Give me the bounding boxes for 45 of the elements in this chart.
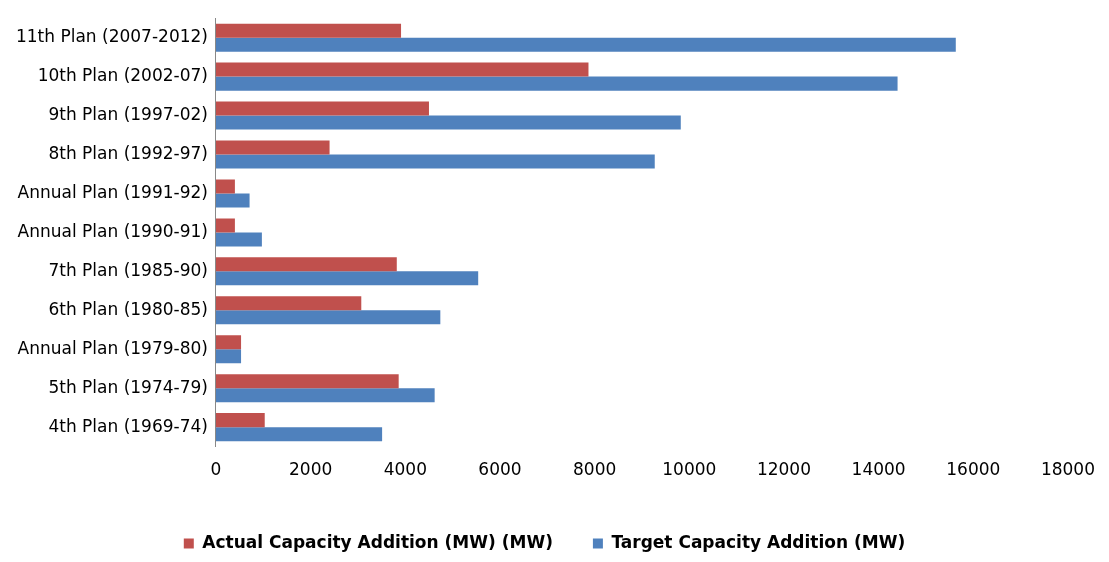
y-tick-label: 4th Plan (1969-74) [48,415,208,436]
x-tick-label: 8000 [573,459,617,480]
y-tick-label: 6th Plan (1980-85) [48,298,208,319]
bar [215,310,441,325]
y-tick-label: Annual Plan (1991-92) [17,181,208,202]
x-tick-label: 4000 [383,459,427,480]
y-tick-label: 5th Plan (1974-79) [48,376,208,397]
y-tick-label: 11th Plan (2007-2012) [15,26,208,47]
bar [215,179,235,194]
y-tick-label: 10th Plan (2002-07) [37,65,208,86]
bar [215,413,265,428]
y-tick-label: 9th Plan (1997-02) [48,103,208,124]
x-tick-label: 6000 [478,459,522,480]
legend-label: Target Capacity Addition (MW) [611,531,906,552]
bar [215,271,479,286]
bar [215,335,242,350]
x-tick-label: 16000 [946,459,1001,480]
bar [215,101,429,116]
bar [215,193,250,208]
x-tick-label: 2000 [289,459,333,480]
bar [215,349,242,364]
bar [215,374,399,389]
bar [215,257,397,272]
bar [215,218,235,233]
bar [215,388,435,403]
x-tick-label: 18000 [1040,459,1096,480]
bar [215,427,383,442]
x-tick-label: 0 [210,459,222,480]
x-tick-label: 10000 [662,459,717,480]
bar [215,140,330,155]
bar [215,232,262,247]
bar [215,76,898,91]
bar [215,296,362,311]
x-tick-label: 14000 [851,459,906,480]
y-tick-label: 7th Plan (1985-90) [48,259,208,280]
y-tick-label: 8th Plan (1992-97) [48,142,208,163]
legend-label: Actual Capacity Addition (MW) (MW) [202,531,553,552]
bar [215,62,589,77]
bar [215,37,956,52]
y-tick-label: Annual Plan (1979-80) [17,337,208,358]
bar [215,115,681,130]
x-tick-label: 12000 [756,459,812,480]
y-tick-label: Annual Plan (1990-91) [17,220,208,241]
bar [215,23,402,38]
bar [215,154,655,169]
